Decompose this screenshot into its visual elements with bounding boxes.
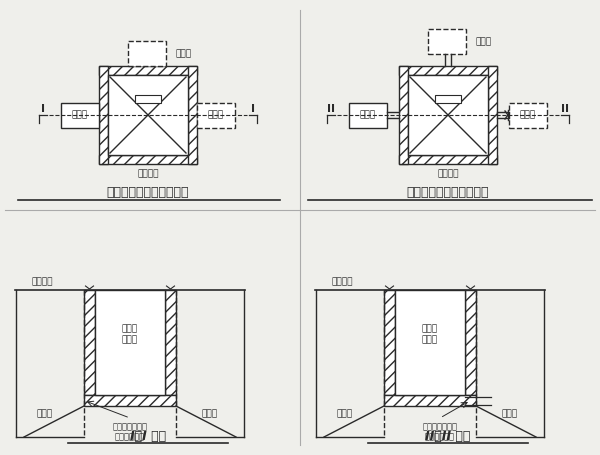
Bar [384, 290, 395, 395]
Bar [165, 290, 176, 395]
Bar [197, 102, 235, 127]
Bar [99, 66, 197, 75]
Text: 消防电梯: 消防电梯 [437, 170, 459, 178]
Bar [349, 102, 387, 127]
Text: 排水坑: 排水坑 [360, 111, 376, 120]
Text: 排水坑: 排水坑 [520, 111, 536, 120]
Text: 排水坑: 排水坑 [72, 111, 88, 120]
Bar [108, 75, 188, 155]
Text: I: I [41, 104, 45, 114]
Text: 消防电
梯机坑: 消防电 梯机坑 [122, 325, 138, 344]
Bar [128, 41, 166, 66]
Bar [465, 290, 476, 395]
Bar [95, 290, 165, 395]
Text: 消防电
梯机坑: 消防电 梯机坑 [422, 325, 438, 344]
Text: II: II [327, 104, 335, 114]
Bar [135, 95, 161, 103]
Text: 排水坑脱开消防电梯布置: 排水坑脱开消防电梯布置 [407, 186, 489, 198]
Bar [428, 29, 466, 54]
Bar [488, 66, 497, 164]
Bar [399, 66, 497, 75]
Text: 室内地面: 室内地面 [332, 278, 353, 287]
Bar [61, 102, 99, 127]
Text: 侧壁预留排水孔
由设计人员定: 侧壁预留排水孔 由设计人员定 [113, 422, 148, 442]
Bar [435, 95, 461, 103]
Bar [188, 66, 197, 164]
Text: II－II 剖面: II－II 剖面 [425, 430, 470, 444]
Bar [84, 395, 176, 406]
Bar [384, 395, 476, 406]
Text: I－I 剖面: I－I 剖面 [130, 430, 166, 444]
Text: 排水坑: 排水坑 [476, 37, 492, 46]
Text: 排水坑: 排水坑 [337, 410, 353, 419]
Text: 消防电梯: 消防电梯 [137, 170, 159, 178]
Text: 排水坑: 排水坑 [208, 111, 224, 120]
Bar [99, 66, 108, 164]
Text: 侧壁预留排水管
由设计人员定: 侧壁预留排水管 由设计人员定 [422, 422, 458, 442]
Text: 排水坑紧靠消防电梯布置: 排水坑紧靠消防电梯布置 [107, 186, 189, 198]
Text: 排水坑: 排水坑 [502, 410, 518, 419]
Text: I: I [251, 104, 255, 114]
Bar [99, 155, 197, 164]
Bar [509, 102, 547, 127]
Bar [399, 155, 497, 164]
Bar [84, 290, 95, 395]
Text: 排水坑: 排水坑 [176, 49, 192, 58]
Text: 排水坑: 排水坑 [37, 410, 53, 419]
Text: 排水坑: 排水坑 [202, 410, 218, 419]
Bar [399, 66, 408, 164]
Bar [408, 75, 488, 155]
Text: II: II [561, 104, 569, 114]
Bar [395, 290, 465, 395]
Text: 室内地面: 室内地面 [32, 278, 53, 287]
